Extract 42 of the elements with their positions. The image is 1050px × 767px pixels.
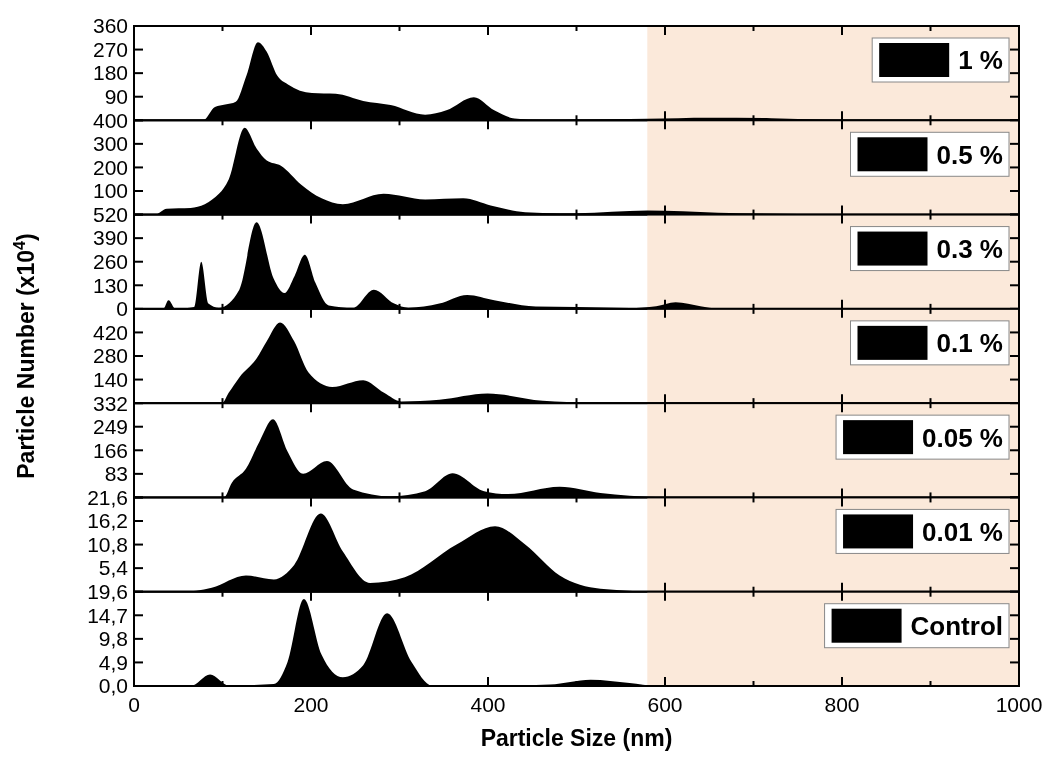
y-tick-label: 180 [92,61,128,85]
y-tick-label: 280 [92,344,128,368]
y-tick-label: 140 [92,367,128,391]
x-tick-label: 600 [647,693,683,716]
legend-label: Control [910,611,1003,642]
x-tick-label: 1000 [995,693,1043,716]
legend-label: 0.3 % [936,233,1003,264]
y-tick-label: 0,0 [98,674,128,698]
x-tick-label: 400 [470,693,506,716]
y-tick-label: 14,7 [87,603,128,627]
legend-label: 0.01 % [922,516,1003,547]
y-tick-label: 400 [92,108,128,132]
y-tick-label: 520 [92,202,128,226]
y-tick-label: 83 [104,462,128,486]
legend-label: 0.1 % [936,328,1003,359]
x-tick-label: 200 [293,693,329,716]
y-tick-label: 200 [92,155,128,179]
x-axis-title: Particle Size (nm) [480,725,673,751]
y-tick-label: 21,6 [87,485,128,509]
y-tick-label: 90 [104,85,128,109]
legend-label: 0.5 % [936,139,1003,170]
y-tick-label: 5,4 [98,556,129,580]
y-tick-label: 360 [92,14,128,38]
y-tick-label: 4,9 [98,650,128,674]
y-tick-label: 270 [92,37,128,61]
y-tick-label: 16,2 [87,509,128,533]
y-tick-label: 166 [92,438,128,462]
y-tick-label: 420 [92,320,128,344]
legend-label: 1 % [958,45,1003,76]
y-tick-label: 260 [92,250,128,274]
y-tick-label: 249 [92,415,128,439]
y-tick-label: 100 [92,179,128,203]
y-tick-label: 10,8 [87,532,128,556]
y-tick-label: 332 [92,391,128,415]
y-tick-label: 9,8 [98,627,128,651]
y-tick-label: 300 [92,132,128,156]
y-tick-label: 390 [92,226,128,250]
y-tick-label: 0 [116,297,128,321]
x-tick-label: 800 [824,693,860,716]
y-tick-label: 130 [92,273,128,297]
legend-label: 0.05 % [922,422,1003,453]
y-tick-label: 19,6 [87,580,128,604]
